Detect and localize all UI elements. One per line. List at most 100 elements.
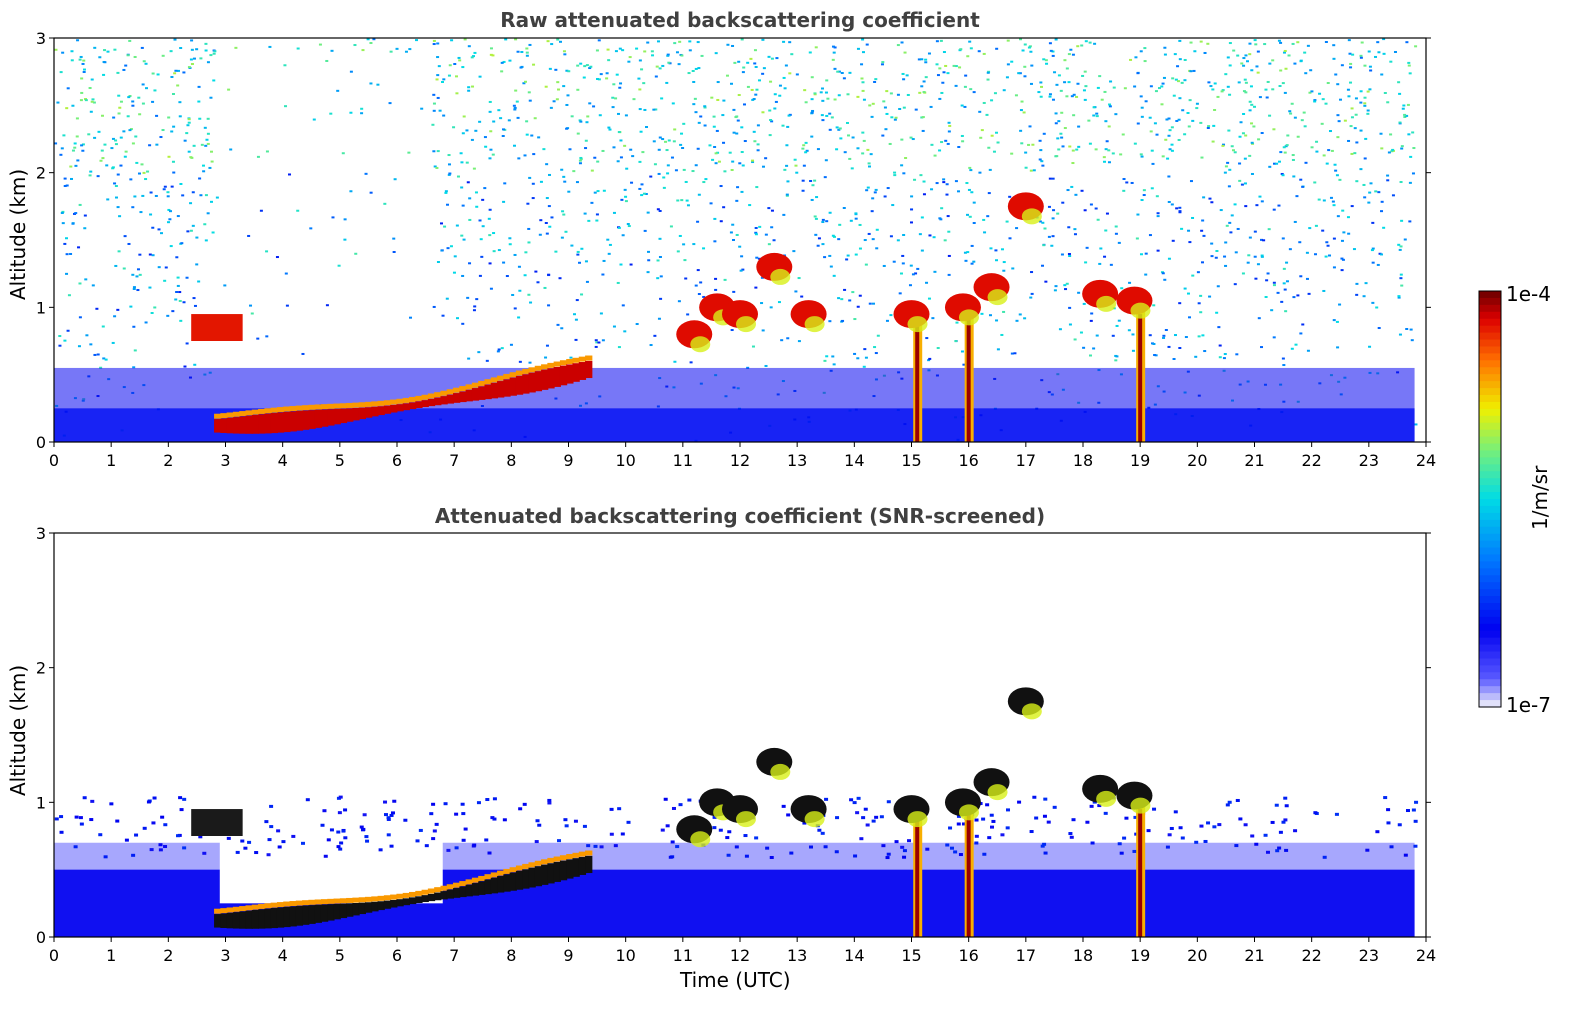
noise-pixel [903,51,907,54]
early-cloud [191,809,243,836]
noise-pixel [794,164,798,167]
screened-pixel [834,850,839,854]
noise-pixel [858,247,862,250]
noise-pixel [189,58,193,61]
aerosol-segment [490,877,499,894]
noise-pixel [1045,62,1049,65]
noise-pixel [1129,58,1133,61]
colorbar-segment [1479,568,1501,576]
noise-pixel [1098,75,1102,78]
noise-pixel [856,357,860,360]
noise-pixel [1188,99,1192,102]
noise-pixel [520,51,524,54]
aerosol-edge [220,908,228,914]
noise-pixel [1349,125,1353,128]
noise-pixel [942,71,946,74]
noise-pixel [780,339,784,342]
noise-pixel [816,244,820,247]
noise-pixel [687,72,691,75]
noise-pixel [646,211,650,214]
noise-pixel [735,115,739,118]
aerosol-edge [339,403,348,409]
noise-pixel [1248,100,1252,103]
noise-pixel [990,134,994,137]
noise-pixel [1028,125,1032,128]
screened-pixel [124,838,129,842]
noise-pixel [578,261,582,264]
noise-pixel [1178,97,1182,100]
colorbar-segment [1479,589,1501,597]
noise-pixel [918,91,922,94]
noise-pixel [945,183,949,186]
noise-pixel [531,197,535,200]
noise-pixel [843,151,847,154]
noise-pixel [1360,41,1364,44]
noise-pixel [616,281,620,284]
noise-pixel [1244,134,1248,137]
noise-pixel [867,165,871,168]
noise-pixel [1279,41,1283,44]
noise-pixel [507,119,511,122]
colorbar-segment [1479,401,1501,410]
noise-pixel [119,136,123,139]
screened-pixel [1250,834,1255,838]
noise-pixel [88,87,92,90]
noise-pixel [1284,310,1288,313]
noise-pixel [1070,95,1074,98]
noise-pixel [1233,151,1237,154]
noise-pixel [539,180,543,183]
screened-pixel [1133,815,1138,819]
noise-pixel [1019,129,1023,132]
noise-pixel [677,63,681,66]
cloud-edge [907,811,928,828]
noise-pixel [146,170,150,173]
screened-pixel [146,800,151,804]
noise-pixel [756,143,760,146]
noise-pixel [783,168,787,171]
noise-pixel [628,56,632,59]
noise-pixel [325,304,329,307]
screened-pixel [1042,814,1047,818]
noise-pixel [1248,154,1252,157]
aerosol-segment [484,879,492,895]
screened-pixel [563,818,568,822]
noise-pixel [1284,145,1288,148]
noise-pixel [1178,211,1182,214]
noise-pixel [1327,149,1331,152]
noise-pixel [475,205,479,208]
colorbar-segment [1479,672,1501,680]
noise-pixel [742,103,746,106]
screened-pixel [1090,841,1095,845]
noise-pixel [1332,204,1336,207]
aerosol-segment [295,410,304,431]
noise-pixel [1349,81,1353,84]
noise-pixel [642,192,646,195]
noise-pixel [817,237,821,240]
noise-pixel [1352,248,1356,251]
noise-pixel [180,242,184,245]
aerosol-edge [245,905,253,911]
screened-pixel [1043,851,1048,855]
noise-pixel [63,339,67,342]
screened-pixel [1034,816,1039,820]
noise-pixel [891,204,895,207]
noise-pixel [731,238,735,241]
aerosol-segment [239,911,247,929]
noise-pixel [1071,162,1075,165]
aerosol-edge [302,900,310,906]
screened-pixel [90,799,95,803]
noise-pixel [1374,55,1378,58]
noise-pixel [1340,239,1344,242]
screened-pixel [492,817,497,821]
precip-core [966,809,971,937]
noise-pixel [1321,229,1325,232]
aerosol-segment [534,866,543,887]
noise-pixel [202,170,206,173]
screened-pixel [329,828,334,832]
colorbar-segment [1479,311,1501,320]
noise-pixel [84,98,88,101]
noise-pixel [505,275,509,278]
noise-pixel [212,52,216,55]
noise-pixel [1207,125,1211,128]
noise-pixel [813,179,817,182]
